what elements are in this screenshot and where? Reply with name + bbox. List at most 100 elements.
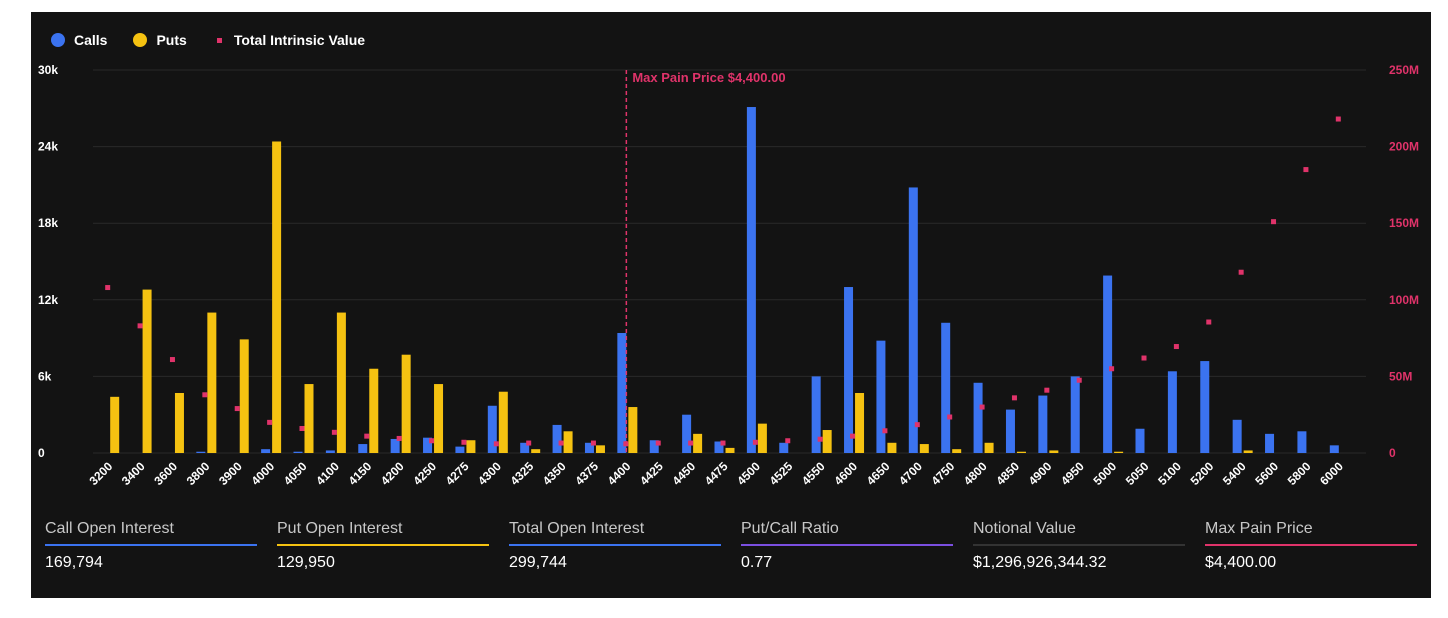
- y-axis-left-tick-label: 24k: [38, 140, 58, 154]
- calls-bar: [876, 340, 886, 453]
- calls-bar: [1038, 395, 1048, 453]
- intrinsic-value-point: [1271, 219, 1277, 225]
- intrinsic-value-point: [1303, 167, 1309, 173]
- puts-bar: [984, 442, 994, 453]
- intrinsic-value-point: [105, 285, 111, 291]
- stat-label: Max Pain Price: [1205, 520, 1313, 537]
- x-axis-tick-label: 4275: [443, 459, 472, 488]
- puts-bar: [498, 391, 508, 453]
- y-axis-left-tick-label: 0: [38, 446, 45, 460]
- stat-notional-value: Notional Value $1,296,926,344.32: [973, 518, 1185, 572]
- calls-bar: [552, 424, 562, 453]
- intrinsic-value-point: [493, 441, 499, 447]
- calls-bar: [617, 332, 627, 453]
- puts-bar: [952, 449, 962, 453]
- puts-bar: [919, 444, 929, 453]
- calls-bar: [1135, 428, 1145, 453]
- puts-bar: [531, 449, 541, 453]
- intrinsic-value-point: [882, 428, 888, 434]
- y-axis-left-tick-label: 18k: [38, 216, 58, 230]
- calls-bar: [1005, 409, 1015, 453]
- stat-value: 129,950: [277, 554, 335, 571]
- x-axis-tick-label: 5050: [1123, 459, 1152, 488]
- intrinsic-swatch-icon: [216, 37, 222, 43]
- x-axis-tick-label: 4750: [929, 459, 958, 488]
- puts-bar: [1243, 450, 1253, 453]
- legend-intrinsic-label: Total Intrinsic Value: [233, 32, 366, 48]
- calls-bar: [293, 451, 303, 453]
- x-axis-tick-label: 4600: [831, 459, 860, 488]
- calls-bar: [779, 442, 789, 453]
- puts-bar: [757, 423, 767, 453]
- x-axis-tick-label: 4325: [508, 459, 537, 488]
- intrinsic-value-point: [202, 392, 208, 398]
- intrinsic-value-point: [331, 429, 337, 435]
- calls-bar: [325, 450, 335, 453]
- puts-swatch-icon: [133, 33, 148, 47]
- puts-bar: [174, 392, 184, 453]
- puts-bar: [110, 396, 120, 453]
- intrinsic-value-point: [979, 404, 985, 410]
- intrinsic-value-point: [785, 438, 791, 444]
- max-pain-annotation-label: Max Pain Price $4,400.00: [632, 70, 785, 85]
- puts-bar: [887, 442, 897, 453]
- x-axis-tick-label: 4250: [410, 459, 439, 488]
- calls-bar: [261, 449, 271, 453]
- intrinsic-value-point: [720, 440, 726, 446]
- intrinsic-value-point: [267, 419, 273, 425]
- x-axis-tick-label: 3200: [87, 459, 116, 488]
- calls-bar: [1297, 431, 1307, 453]
- calls-bar: [746, 107, 756, 454]
- calls-bar: [844, 287, 854, 453]
- calls-bar: [941, 322, 951, 453]
- x-axis-tick-label: 4850: [993, 459, 1022, 488]
- puts-bar: [725, 447, 735, 453]
- stat-underline: [509, 544, 721, 546]
- calls-bar: [487, 405, 497, 453]
- stat-value: 0.77: [741, 554, 773, 571]
- puts-bar: [304, 384, 314, 453]
- puts-bar: [207, 312, 217, 453]
- y-axis-right-tick-label: 0: [1389, 446, 1396, 460]
- stat-label: Total Open Interest: [509, 520, 645, 537]
- stat-underline: [277, 544, 489, 546]
- puts-bar: [855, 392, 865, 453]
- x-axis-tick-label: 4700: [896, 459, 925, 488]
- stat-total-open-interest: Total Open Interest 299,744: [509, 518, 721, 572]
- intrinsic-value-point: [526, 440, 532, 446]
- stat-label: Notional Value: [973, 520, 1076, 537]
- puts-bar: [595, 445, 605, 453]
- chart-legend: Calls Puts Total Intrinsic Value: [51, 32, 391, 48]
- calls-bar: [455, 446, 465, 453]
- calls-bar: [1070, 376, 1080, 453]
- intrinsic-value-point: [1206, 319, 1212, 325]
- puts-bar: [401, 354, 411, 453]
- stat-underline: [45, 544, 257, 546]
- x-axis-tick-label: 4425: [637, 459, 666, 488]
- x-axis-tick-label: 3600: [151, 459, 180, 488]
- x-axis-tick-label: 5400: [1220, 459, 1249, 488]
- legend-item-intrinsic[interactable]: Total Intrinsic Value: [213, 32, 365, 48]
- intrinsic-value-point: [558, 440, 564, 446]
- puts-bar: [693, 433, 703, 453]
- calls-bar: [358, 444, 368, 453]
- legend-item-calls[interactable]: Calls: [51, 32, 107, 48]
- intrinsic-value-point: [655, 440, 661, 446]
- x-axis-tick-label: 4900: [1026, 459, 1055, 488]
- calls-bar: [682, 414, 692, 453]
- intrinsic-value-point: [947, 414, 953, 420]
- y-axis-left-tick-label: 30k: [38, 63, 58, 77]
- stats-bar: Call Open Interest 169,794 Put Open Inte…: [31, 518, 1431, 588]
- x-axis-tick-label: 4000: [248, 459, 277, 488]
- legend-item-puts[interactable]: Puts: [133, 32, 187, 48]
- calls-bar: [196, 451, 206, 453]
- calls-bar: [649, 440, 659, 453]
- stat-label: Call Open Interest: [45, 520, 174, 537]
- intrinsic-value-point: [299, 425, 305, 431]
- puts-bar: [1049, 450, 1059, 453]
- stat-put-call-ratio: Put/Call Ratio 0.77: [741, 518, 953, 572]
- x-axis-tick-label: 4100: [313, 459, 342, 488]
- intrinsic-value-point: [914, 422, 920, 428]
- intrinsic-value-point: [1173, 344, 1179, 350]
- x-axis-tick-label: 4150: [346, 459, 375, 488]
